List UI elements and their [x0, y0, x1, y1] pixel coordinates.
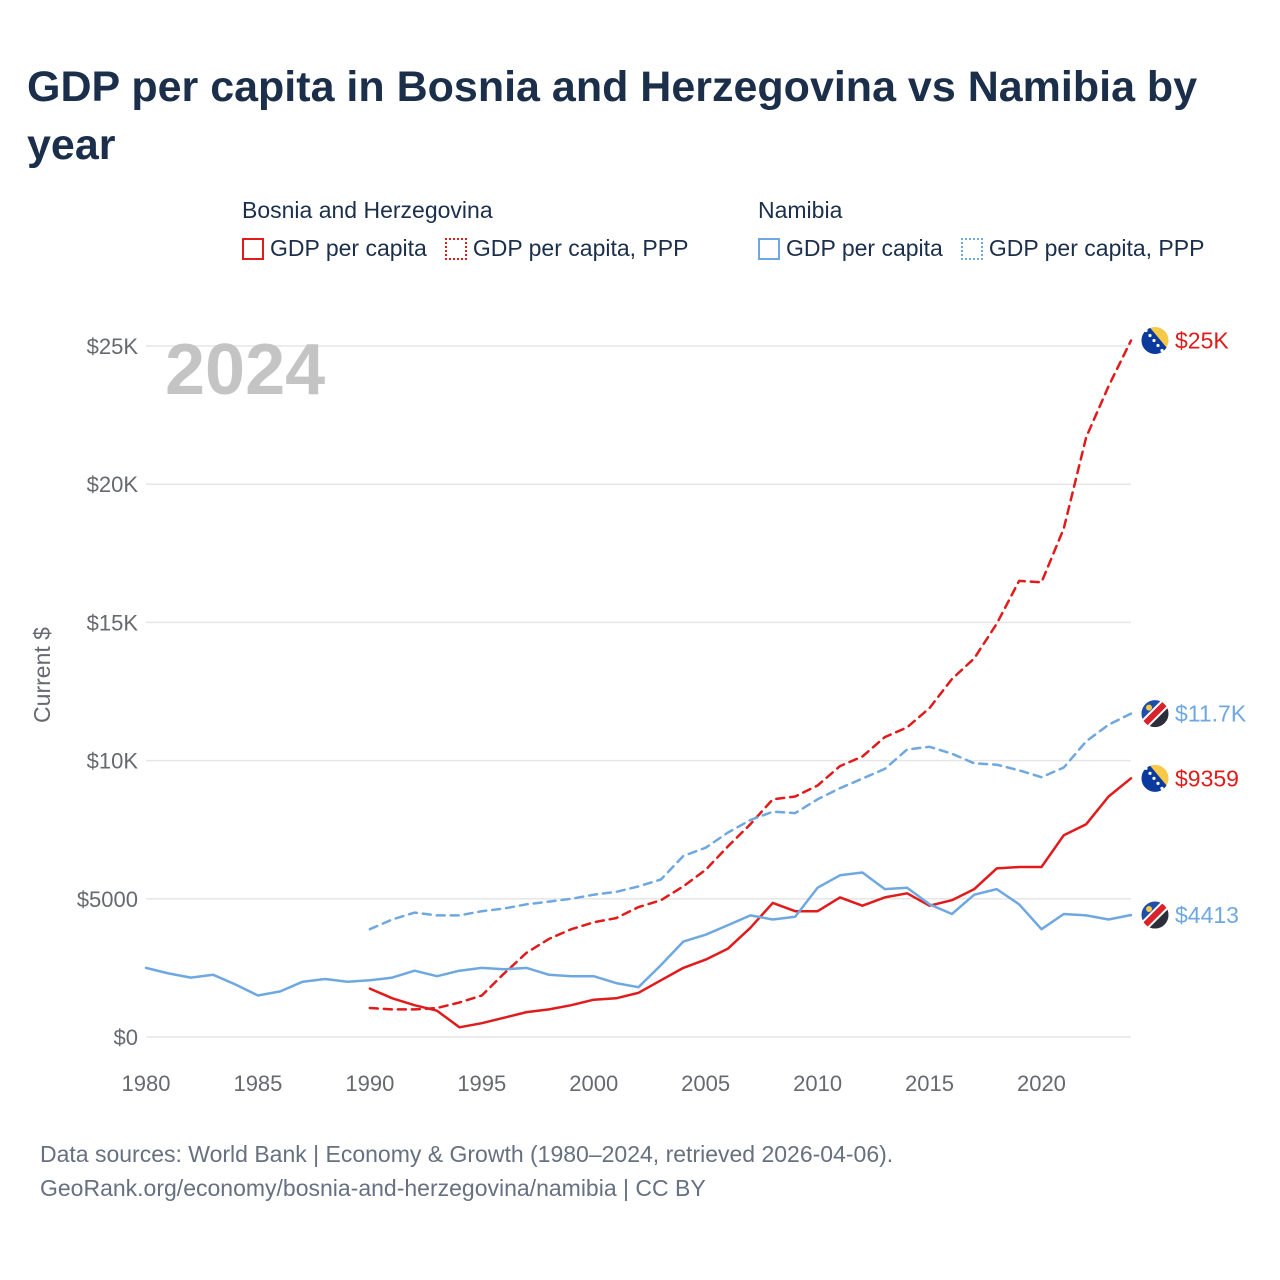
legend-item-namibia-gdp[interactable]: GDP per capita	[758, 235, 943, 262]
x-tick-label: 1995	[457, 1071, 506, 1096]
footer: Data sources: World Bank | Economy & Gro…	[40, 1137, 893, 1205]
legend-swatch-dotted-red	[444, 237, 467, 260]
chart-title: GDP per capita in Bosnia and Herzegovina…	[27, 63, 1198, 169]
legend-group-title: Bosnia and Herzegovina	[242, 197, 493, 223]
y-tick-label: $10K	[87, 749, 139, 774]
legend-item-label: GDP per capita	[270, 235, 427, 261]
x-tick-label: 2000	[569, 1071, 618, 1096]
x-axis: 1980 1985 1990 1995 2000 2005 2010 2015 2020	[122, 1071, 1066, 1096]
x-tick-label: 2020	[1017, 1071, 1066, 1096]
gridlines	[146, 345, 1131, 1038]
bosnia-flag-icon	[1140, 325, 1170, 355]
x-tick-label: 1990	[345, 1071, 394, 1096]
end-value-label: $4413	[1175, 902, 1239, 928]
legend-item-bosnia-gdp-ppp[interactable]: GDP per capita, PPP	[444, 235, 689, 262]
end-value-label: $11.7K	[1175, 701, 1247, 727]
legend-group-bosnia: Bosnia and Herzegovina GDP per capita GD…	[242, 195, 688, 262]
legend-item-bosnia-gdp[interactable]: GDP per capita	[242, 235, 427, 262]
legend-swatch-solid-blue	[758, 237, 780, 260]
y-axis: $0 $5000 $10K $15K $20K $25K	[77, 334, 139, 1050]
x-tick-label: 2015	[905, 1071, 954, 1096]
end-value-label: $9359	[1175, 765, 1239, 791]
line-chart: $0 $5000 $10K $15K $20K $25K 1980 1985 1990 1995…	[29, 325, 1247, 1096]
series-line-bosnia-ppp[interactable]	[368, 339, 1133, 1011]
namibia-flag-icon	[1140, 699, 1170, 729]
bosnia-flag-icon	[1140, 763, 1170, 793]
namibia-flag-icon	[1140, 900, 1170, 930]
year-label: 2024	[165, 330, 325, 410]
series-lines	[144, 339, 1133, 1029]
legend-swatch-dotted-blue	[960, 237, 983, 260]
y-tick-label: $20K	[87, 472, 139, 497]
legend-swatch-solid-red	[242, 237, 264, 260]
footer-sources: Data sources: World Bank | Economy & Gro…	[40, 1141, 894, 1167]
series-line-namibia-ppp[interactable]	[368, 712, 1133, 931]
y-tick-label: $5000	[77, 887, 138, 912]
x-tick-label: 1980	[122, 1071, 171, 1096]
x-tick-label: 2005	[681, 1071, 730, 1096]
series-line-namibia[interactable]	[144, 871, 1133, 997]
x-tick-label: 1985	[233, 1071, 282, 1096]
legend-item-namibia-gdp-ppp[interactable]: GDP per capita, PPP	[960, 235, 1205, 262]
end-markers: $9359 $25K $4413 $11.7K	[1140, 325, 1247, 930]
legend-item-label: GDP per capita, PPP	[472, 235, 689, 261]
x-tick-label: 2010	[793, 1071, 842, 1096]
legend-item-label: GDP per capita, PPP	[988, 235, 1205, 261]
footer-link[interactable]: GeoRank.org/economy/bosnia-and-herzegovi…	[40, 1175, 706, 1201]
y-axis-label: Current $	[29, 627, 55, 723]
end-value-label: $25K	[1175, 327, 1229, 353]
legend-group-title: Namibia	[758, 197, 843, 223]
y-tick-label: $15K	[87, 610, 139, 635]
legend-item-label: GDP per capita	[786, 235, 943, 261]
y-tick-label: $25K	[87, 334, 139, 359]
series-line-bosnia[interactable]	[368, 777, 1133, 1029]
legend-group-namibia: Namibia GDP per capita GDP per capita, P…	[758, 195, 1204, 262]
y-tick-label: $0	[114, 1025, 138, 1050]
